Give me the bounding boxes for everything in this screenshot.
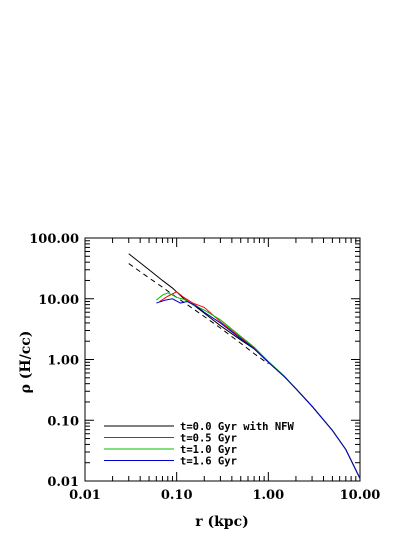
x-tick-label: 0.01 [69,488,101,503]
y-axis-title: ρ (H/cc) [18,331,34,394]
x-tick-label: 10.00 [340,488,381,503]
y-tick-label: 100.00 [29,232,79,247]
y-tick-label: 0.01 [47,475,79,490]
legend-label: t=0.5 Gyr [180,433,237,445]
series-line-t-0-0-gyr-with-nfw [128,253,361,479]
x-tick-label: 0.10 [161,488,193,503]
legend-label: t=1.0 Gyr [180,444,237,456]
y-tick-label: 0.10 [47,414,79,429]
series-line-t-1-6-gyr [156,298,361,479]
series-lines [128,253,361,479]
x-tick-labels: 0.01 0.10 1.00 10.00 [69,488,380,503]
y-tick-label: 1.00 [47,354,79,369]
legend-label: t=0.0 Gyr with NFW [180,421,294,433]
x-axis-title: r (kpc) [195,514,249,530]
y-tick-labels: 0.01 0.10 1.00 10.00 100.00 [29,232,79,490]
plot-axes [84,237,361,482]
y-tick-label: 10.00 [38,293,79,308]
legend-label: t=1.6 Gyr [180,456,237,468]
x-tick-label: 1.00 [252,488,284,503]
series-line-nfw [128,263,269,365]
